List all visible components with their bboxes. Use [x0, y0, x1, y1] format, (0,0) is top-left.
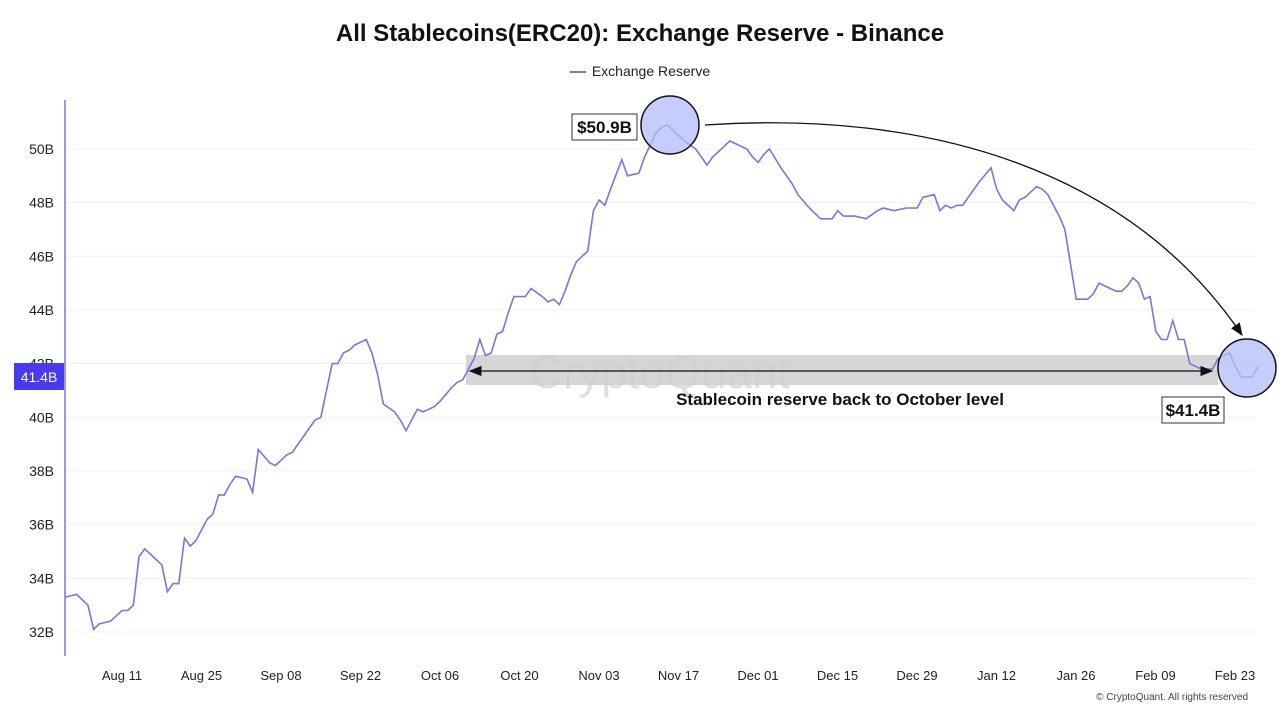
current-label: $41.4B [1166, 401, 1221, 420]
x-tick-label: Jan 12 [977, 668, 1016, 683]
band-annotation-text: Stablecoin reserve back to October level [676, 390, 1004, 409]
x-tick-label: Nov 03 [578, 668, 619, 683]
x-tick-label: Dec 15 [817, 668, 858, 683]
legend[interactable]: Exchange Reserve [0, 63, 1280, 79]
x-tick-label: Nov 17 [658, 668, 699, 683]
current-value-badge [14, 363, 64, 390]
x-tick-label: Oct 06 [421, 668, 459, 683]
x-tick-label: Aug 11 [102, 668, 142, 683]
copyright-footer: © CryptoQuant. All rights reserved [1096, 692, 1248, 703]
y-tick-label: 50B [29, 141, 54, 157]
series-line-exchange-reserve [65, 123, 1259, 631]
y-tick-label: 40B [29, 409, 54, 425]
legend-swatch [569, 71, 586, 74]
y-tick-label: 38B [29, 463, 54, 479]
peak-label-box [571, 113, 638, 141]
x-tick-label: Aug 25 [181, 668, 222, 683]
legend-label: Exchange Reserve [591, 63, 711, 79]
x-tick-label: Sep 08 [260, 668, 301, 683]
y-tick-label: 32B [29, 624, 54, 640]
y-tick-label: 36B [29, 517, 54, 533]
october-level-band [466, 355, 1218, 385]
peak-highlight-circle [640, 95, 700, 155]
chart-title: All Stablecoins(ERC20): Exchange Reserve… [335, 20, 945, 47]
x-tick-label: Dec 29 [896, 668, 937, 683]
y-tick-label: 46B [29, 248, 54, 264]
y-tick-label: 34B [29, 570, 54, 586]
curved-arrow [704, 122, 1243, 337]
x-tick-label: Jan 26 [1056, 668, 1095, 683]
current-value-badge-text: 41.4B [21, 369, 58, 385]
peak-label: $50.9B [577, 118, 632, 137]
y-tick-label: 44B [29, 302, 54, 318]
x-tick-label: Oct 20 [500, 668, 538, 683]
x-tick-label: Feb 23 [1215, 668, 1255, 683]
current-highlight-circle [1217, 338, 1277, 398]
x-tick-label: Feb 09 [1135, 668, 1175, 683]
x-tick-label: Sep 22 [340, 668, 381, 683]
x-tick-label: Dec 01 [737, 668, 778, 683]
current-label-box [1161, 396, 1225, 424]
y-tick-label: 48B [29, 195, 54, 211]
